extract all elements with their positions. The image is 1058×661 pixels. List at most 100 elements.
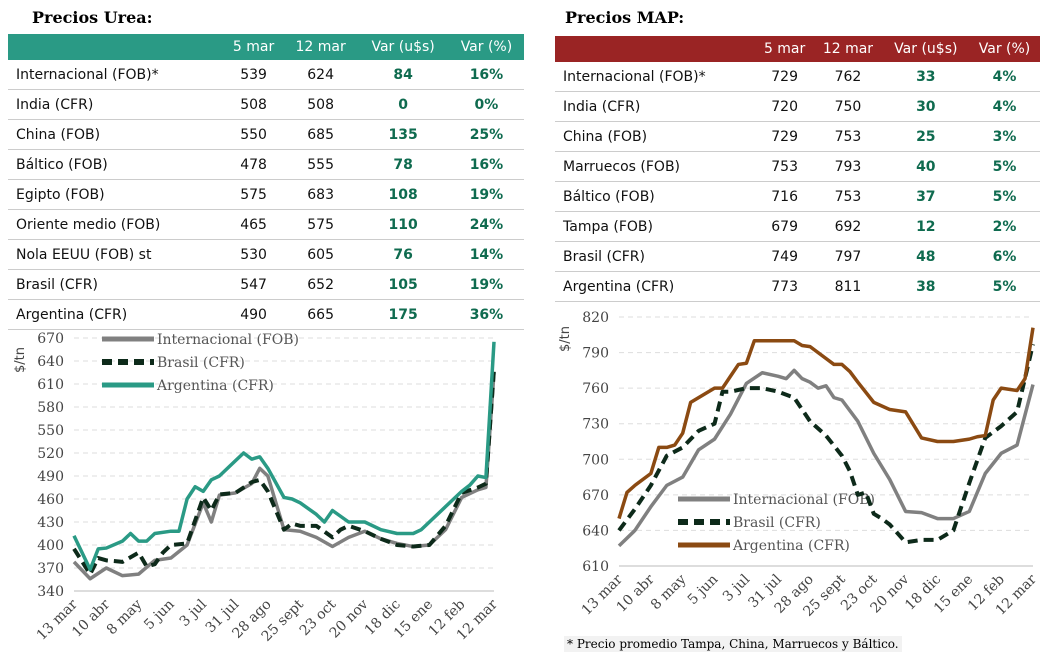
column-header: Var (%): [969, 36, 1040, 62]
legend-label: Internacional (FOB): [733, 492, 875, 508]
table-cell: 48: [882, 241, 970, 272]
column-header: [555, 36, 756, 62]
table-cell: 490: [223, 299, 284, 330]
table-cell: 729: [755, 62, 814, 92]
table-cell: 716: [755, 181, 814, 212]
table-header-row: 5 mar 12 mar Var (u$s) Var (%): [8, 34, 524, 60]
table-cell: 683: [283, 179, 358, 210]
table-cell: 692: [813, 211, 883, 242]
table-cell: 555: [283, 149, 358, 180]
table-cell: Báltico (FOB): [8, 149, 224, 180]
table-cell: 465: [223, 209, 284, 240]
legend-label: Brasil (CFR): [157, 355, 245, 371]
table-cell: 4%: [969, 62, 1040, 92]
table-cell: 5%: [969, 181, 1040, 212]
table-cell: 14%: [448, 239, 524, 270]
table-cell: China (FOB): [8, 119, 224, 150]
y-tick-label: 670: [582, 488, 609, 504]
table-cell: 508: [223, 89, 284, 120]
x-tick-label: 8 may: [648, 571, 690, 613]
table-cell: Argentina (CFR): [8, 299, 224, 330]
footnote: * Precio promedio Tampa, China, Marrueco…: [564, 636, 902, 652]
table-cell: 2%: [969, 211, 1040, 242]
table-row: Brasil (CFR) 749 797 48 6%: [555, 241, 1040, 272]
legend-label: Brasil (CFR): [733, 515, 821, 531]
y-tick-label: 430: [37, 515, 64, 531]
column-header: Var (u$s): [882, 36, 970, 62]
table-cell: China (FOB): [555, 121, 756, 152]
table-cell: Báltico (FOB): [555, 181, 756, 212]
table-cell: 5%: [969, 271, 1040, 302]
series-line-argentina-cfr-: [617, 327, 1035, 520]
column-header: Var (u$s): [357, 34, 449, 60]
urea-price-table: 5 mar 12 mar Var (u$s) Var (%) Internacional…: [8, 34, 524, 330]
table-cell: 550: [223, 119, 284, 150]
y-tick-label: 460: [37, 492, 64, 508]
y-tick-label: 640: [582, 523, 609, 539]
table-row: Oriente medio (FOB) 465 575 110 24%: [8, 209, 524, 240]
table-cell: 547: [223, 269, 284, 300]
table-cell: 793: [813, 151, 883, 182]
table-cell: 4%: [969, 91, 1040, 122]
legend-label: Argentina (CFR): [156, 378, 274, 394]
table-cell: 665: [283, 299, 358, 330]
table-cell: 575: [223, 179, 284, 210]
table-cell: 19%: [448, 179, 524, 210]
table-cell: 773: [755, 271, 814, 302]
table-row: China (FOB) 729 753 25 3%: [555, 121, 1040, 152]
table-cell: India (CFR): [8, 89, 224, 120]
y-tick-label: 790: [582, 346, 609, 362]
x-tick-label: 5 jun: [685, 572, 722, 609]
table-cell: 25: [882, 121, 970, 152]
table-cell: Internacional (FOB)*: [8, 60, 224, 90]
table-cell: 19%: [448, 269, 524, 300]
table-cell: 37: [882, 181, 970, 212]
table-cell: 720: [755, 91, 814, 122]
y-tick-label: 610: [582, 559, 609, 575]
series-line-brasil-cfr-: [617, 343, 1035, 545]
table-row: Báltico (FOB) 478 555 78 16%: [8, 149, 524, 180]
table-cell: 749: [755, 241, 814, 272]
table-cell: 753: [813, 121, 883, 152]
table-row: Argentina (CFR) 490 665 175 36%: [8, 299, 524, 330]
y-axis-label: $/tn: [13, 347, 28, 373]
table-cell: 679: [755, 211, 814, 242]
y-tick-label: 640: [37, 354, 64, 370]
table-cell: Egipto (FOB): [8, 179, 224, 210]
table-cell: 12: [882, 211, 970, 242]
y-tick-label: 490: [37, 469, 64, 485]
table-cell: 5%: [969, 151, 1040, 182]
column-header: 5 mar: [223, 34, 284, 60]
table-header-row: 5 mar 12 mar Var (u$s) Var (%): [555, 36, 1040, 62]
table-cell: 24%: [448, 209, 524, 240]
table-cell: Nola EEUU (FOB) st: [8, 239, 224, 270]
table-cell: Oriente medio (FOB): [8, 209, 224, 240]
table-cell: 38: [882, 271, 970, 302]
table-row: Báltico (FOB) 716 753 37 5%: [555, 181, 1040, 212]
column-header: [8, 34, 224, 60]
table-cell: 797: [813, 241, 883, 272]
table-row: Argentina (CFR) 773 811 38 5%: [555, 271, 1040, 302]
table-cell: 530: [223, 239, 284, 270]
table-row: Nola EEUU (FOB) st 530 605 76 14%: [8, 239, 524, 270]
table-row: Egipto (FOB) 575 683 108 19%: [8, 179, 524, 210]
table-cell: 624: [283, 60, 358, 90]
table-cell: Marruecos (FOB): [555, 151, 756, 182]
y-tick-label: 400: [37, 538, 64, 554]
table-cell: 0: [357, 89, 449, 120]
table-cell: 685: [283, 119, 358, 150]
table-cell: 135: [357, 119, 449, 150]
table-cell: 750: [813, 91, 883, 122]
table-cell: 0%: [448, 89, 524, 120]
table-cell: 508: [283, 89, 358, 120]
y-axis-label: $/tn: [558, 326, 573, 352]
table-cell: 30: [882, 91, 970, 122]
y-tick-label: 340: [37, 584, 64, 600]
table-cell: 575: [283, 209, 358, 240]
x-tick-label: 13 mar: [579, 571, 626, 618]
urea-price-chart: 340 370 400 430 460 490 520 550 580 610 640 670 $/tn…: [13, 331, 501, 645]
table-row: Internacional (FOB)* 539 624 84 16%: [8, 60, 524, 90]
map-title: Precios MAP:: [565, 8, 685, 27]
table-cell: 36%: [448, 299, 524, 330]
series-line-internacional-fob-: [617, 368, 1035, 548]
